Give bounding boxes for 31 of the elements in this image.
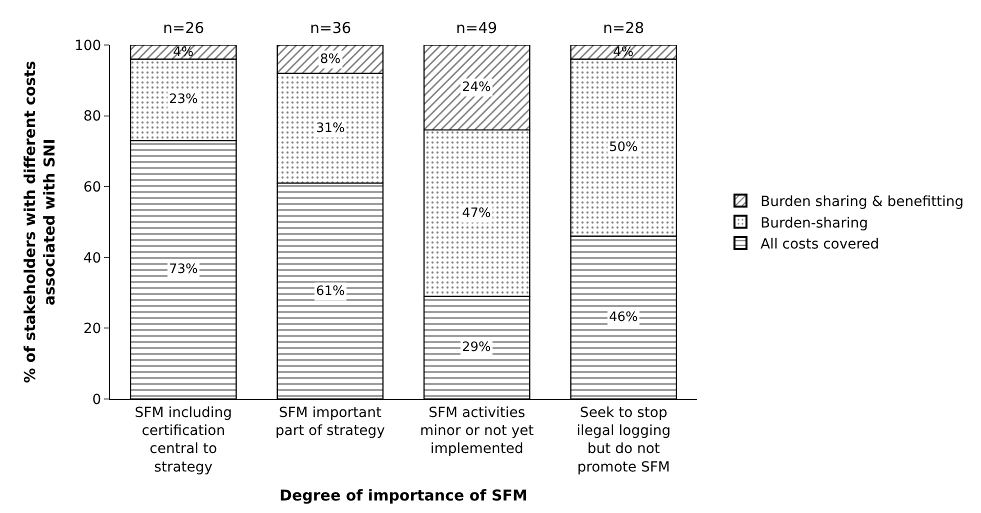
x-axis-title: Degree of importance of SFM <box>280 486 528 504</box>
y-tick-label: 60 <box>83 180 102 196</box>
data-label: 23% <box>169 92 198 107</box>
x-tick-label: SFM including certification central to strategy <box>134 404 232 476</box>
text: n=49 <box>456 19 498 37</box>
text: n=26 <box>163 19 204 37</box>
data-label: 4% <box>173 45 194 60</box>
data-label: 8% <box>320 52 341 67</box>
data-label: 4% <box>613 45 634 60</box>
x-tick-label: SFM activities minor or not yet implemented <box>420 404 534 458</box>
y-tick-label: 0 <box>92 392 102 408</box>
text: Burden sharing & benefitting <box>760 194 964 210</box>
text: All costs covered <box>760 236 880 252</box>
data-label: 47% <box>462 206 491 221</box>
y-tick-label: 40 <box>83 250 102 266</box>
data-label: 61% <box>316 284 345 299</box>
data-label: 46% <box>609 310 638 325</box>
data-label: 73% <box>169 262 198 277</box>
data-label: 31% <box>316 121 345 136</box>
text: Burden-sharing <box>760 215 868 232</box>
data-label: 29% <box>462 340 491 355</box>
data-label: 24% <box>462 80 491 95</box>
y-tick-label: 80 <box>83 108 102 125</box>
y-tick-label: 100 <box>74 38 102 54</box>
y-axis-title: % of stakeholders with different costs associated with SNI <box>21 60 59 383</box>
x-tick-label: SFM important part of strategy <box>275 404 385 439</box>
x-tick-label: Seek to stop ilegal logging but do not promote SFM <box>576 404 671 476</box>
text: n=28 <box>603 19 644 37</box>
y-tick-label: 20 <box>83 321 102 338</box>
text: n=36 <box>310 19 352 37</box>
data-label: 50% <box>609 140 638 155</box>
